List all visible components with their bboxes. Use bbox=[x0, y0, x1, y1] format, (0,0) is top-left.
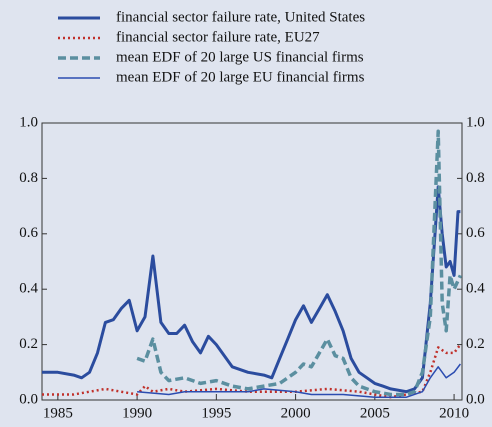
legend-label: financial sector failure rate, United St… bbox=[116, 9, 365, 25]
legend-label: financial sector failure rate, EU27 bbox=[116, 29, 320, 45]
y-tick-label: 0.8 bbox=[19, 170, 38, 186]
y2-tick-label: 0.0 bbox=[466, 391, 485, 407]
x-tick-label: 2010 bbox=[439, 405, 469, 421]
y2-tick-label: 1.0 bbox=[466, 114, 485, 130]
y2-tick-label: 0.4 bbox=[466, 281, 485, 297]
series-line bbox=[42, 343, 462, 399]
legend-label: mean EDF of 20 large EU financial firms bbox=[116, 69, 365, 85]
series-line bbox=[137, 363, 461, 398]
y-tick-label: 0.2 bbox=[19, 336, 38, 352]
y-tick-label: 0.4 bbox=[19, 281, 38, 297]
y2-tick-label: 0.2 bbox=[466, 336, 485, 352]
x-tick-label: 2000 bbox=[281, 405, 311, 421]
legend-label: mean EDF of 20 large US financial firms bbox=[116, 49, 364, 65]
x-tick-label: 1985 bbox=[43, 405, 73, 421]
plot-frame bbox=[41, 122, 463, 401]
y-tick-label: 0.0 bbox=[19, 391, 38, 407]
y-tick-label: 0.6 bbox=[19, 225, 38, 241]
y2-tick-label: 0.6 bbox=[466, 225, 485, 241]
x-tick-label: 2005 bbox=[360, 405, 390, 421]
series-line bbox=[136, 129, 462, 397]
y-tick-label: 1.0 bbox=[19, 114, 38, 130]
y2-tick-label: 0.8 bbox=[466, 170, 485, 186]
x-tick-label: 1995 bbox=[201, 405, 231, 421]
x-tick-label: 1990 bbox=[122, 405, 152, 421]
